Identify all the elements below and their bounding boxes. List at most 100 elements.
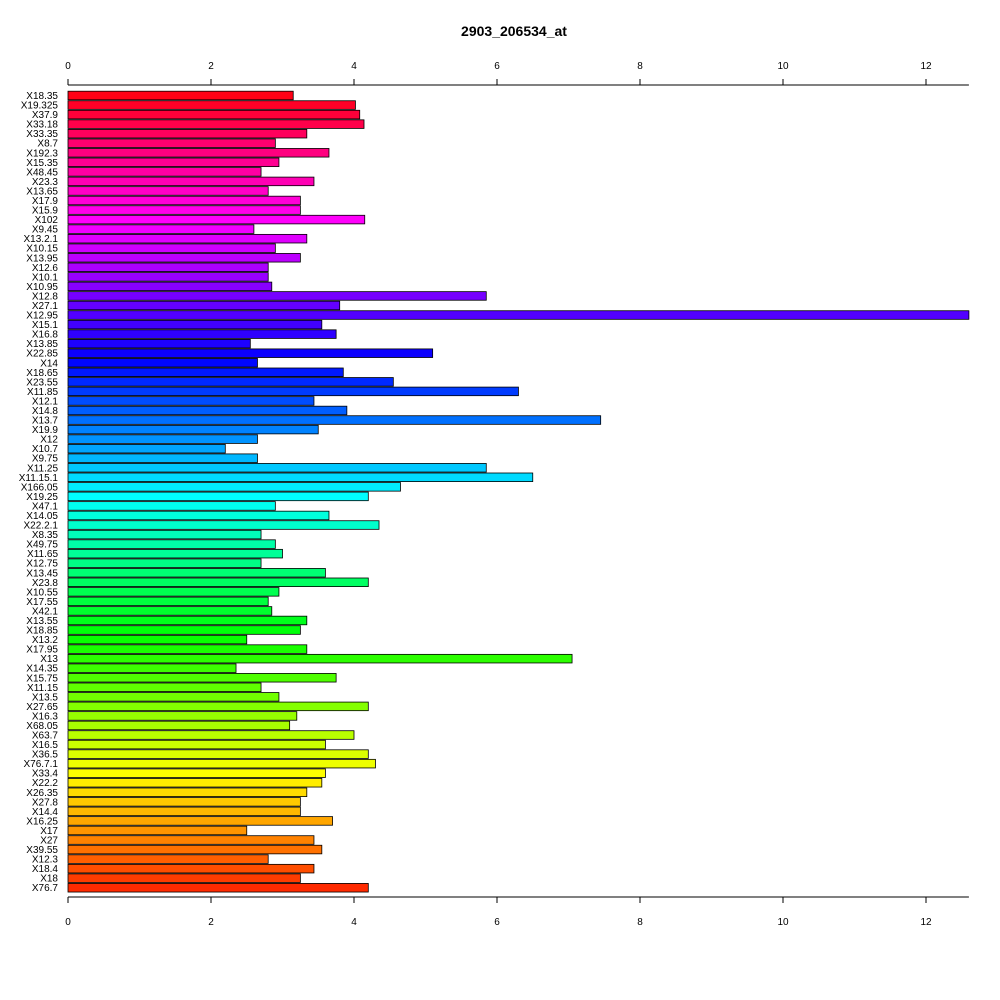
top-tick-label: 8 <box>637 61 643 72</box>
category-label: X23.3 <box>32 177 59 188</box>
bar-X11.15.1 <box>67 472 534 483</box>
category-label: X15.75 <box>26 673 58 684</box>
bar-X23.3 <box>67 176 315 187</box>
category-label: X13.85 <box>26 339 58 350</box>
bar-X22.2 <box>67 778 323 788</box>
bar-X12.6 <box>67 262 269 273</box>
top-tick-label: 0 <box>65 61 71 72</box>
category-label: X16.8 <box>32 330 59 341</box>
bar-X17.55 <box>67 596 269 607</box>
bar-X13 <box>67 653 573 664</box>
top-tick-label: 10 <box>777 61 789 72</box>
bar-X166.05 <box>67 482 401 492</box>
x-axis-bottom: 0 2 4 6 8 10 12 <box>65 896 969 928</box>
category-label: X11.85 <box>27 387 58 398</box>
category-label: X19.9 <box>32 425 59 436</box>
bar-X19.325 <box>67 100 356 110</box>
category-label: X12.6 <box>32 263 59 274</box>
category-label: X15.9 <box>32 206 59 217</box>
bar-X10.95 <box>67 281 273 292</box>
bar-X11.25 <box>67 463 487 473</box>
top-tick-label: 12 <box>920 61 932 72</box>
category-label: X18.35 <box>26 91 58 102</box>
category-label: X33.4 <box>32 769 59 780</box>
category-label: X12.75 <box>26 559 58 570</box>
bar-X27.65 <box>67 701 369 712</box>
bottom-tick-label: 0 <box>65 917 71 928</box>
bar-X14 <box>67 358 258 368</box>
category-label: X76.7 <box>32 883 59 894</box>
bottom-tick-label: 2 <box>208 917 214 928</box>
bar-X49.75 <box>67 539 276 549</box>
bar-X33.18 <box>67 119 365 129</box>
category-label: X17 <box>40 826 58 837</box>
bar-X47.1 <box>67 501 276 511</box>
bar-X13.5 <box>67 692 280 702</box>
category-label: X9.45 <box>32 225 59 236</box>
category-label: X10.7 <box>32 444 59 455</box>
category-label: X13.55 <box>26 616 58 627</box>
category-label: X12.95 <box>26 311 58 322</box>
category-label: X63.7 <box>32 731 59 742</box>
bar-X16.5 <box>67 739 326 750</box>
category-label: X10.95 <box>26 282 58 293</box>
category-label: X192.3 <box>26 148 58 159</box>
category-label: X102 <box>35 215 59 226</box>
bar-X22.85 <box>67 348 434 358</box>
category-label: X166.05 <box>21 482 59 493</box>
category-label: X12.3 <box>32 855 59 866</box>
category-label: X27.8 <box>32 797 59 808</box>
bar-X76.7.1 <box>67 758 376 769</box>
bottom-tick-label: 12 <box>920 917 932 928</box>
category-label: X27.1 <box>32 301 59 312</box>
bar-X15.75 <box>67 673 337 683</box>
bar-X26.35 <box>67 787 308 797</box>
category-label: X23.55 <box>26 377 58 388</box>
bar-X8.35 <box>67 529 262 540</box>
category-label: X10.1 <box>32 272 59 283</box>
bar-X17.95 <box>67 644 308 654</box>
bar-X18.65 <box>67 367 344 378</box>
category-label: X13 <box>40 654 58 665</box>
category-label: X8.35 <box>32 530 59 541</box>
bar-X10.15 <box>67 243 276 253</box>
category-label: X42.1 <box>32 606 59 617</box>
category-label: X33.18 <box>26 120 58 131</box>
category-label: X37.9 <box>32 110 59 121</box>
category-label: X17.9 <box>32 196 59 207</box>
category-label: X18.4 <box>32 864 59 875</box>
bar-X13.95 <box>67 253 301 263</box>
bottom-tick-label: 4 <box>351 917 357 928</box>
bar-X17 <box>67 825 248 836</box>
bar-X13.65 <box>67 186 269 196</box>
category-label: X36.5 <box>32 750 59 761</box>
bar-X27 <box>67 835 315 845</box>
category-label: X13.2.1 <box>24 234 59 245</box>
bar-X33.4 <box>67 768 326 778</box>
bar-X12.8 <box>67 291 487 301</box>
bottom-tick-label: 6 <box>494 917 500 928</box>
bar-X102 <box>67 214 366 225</box>
bar-X76.7 <box>67 883 369 893</box>
bar-X15.35 <box>67 157 280 168</box>
bar-X23.55 <box>67 377 394 387</box>
category-label: X14.05 <box>26 511 58 522</box>
category-label: X9.75 <box>32 454 59 465</box>
bar-X19.9 <box>67 424 319 435</box>
category-label: X11.25 <box>27 463 58 474</box>
category-labels: X18.35X19.325X37.9X33.18X33.35X8.7X192.3… <box>19 91 59 894</box>
bar-X23.8 <box>67 577 369 588</box>
bar-X13.45 <box>67 568 326 578</box>
bar-X9.75 <box>67 453 258 463</box>
category-label: X11.15 <box>27 683 58 694</box>
bar-X10.7 <box>67 443 226 454</box>
category-label: X18.65 <box>26 368 58 379</box>
category-label: X17.55 <box>26 597 58 608</box>
category-label: X13.45 <box>26 568 58 579</box>
category-label: X76.7.1 <box>24 759 59 770</box>
category-label: X39.55 <box>26 845 58 856</box>
bar-X15.1 <box>67 319 323 330</box>
category-label: X26.35 <box>26 788 58 799</box>
bar-X14.35 <box>67 663 237 673</box>
bar-X13.7 <box>67 415 602 425</box>
